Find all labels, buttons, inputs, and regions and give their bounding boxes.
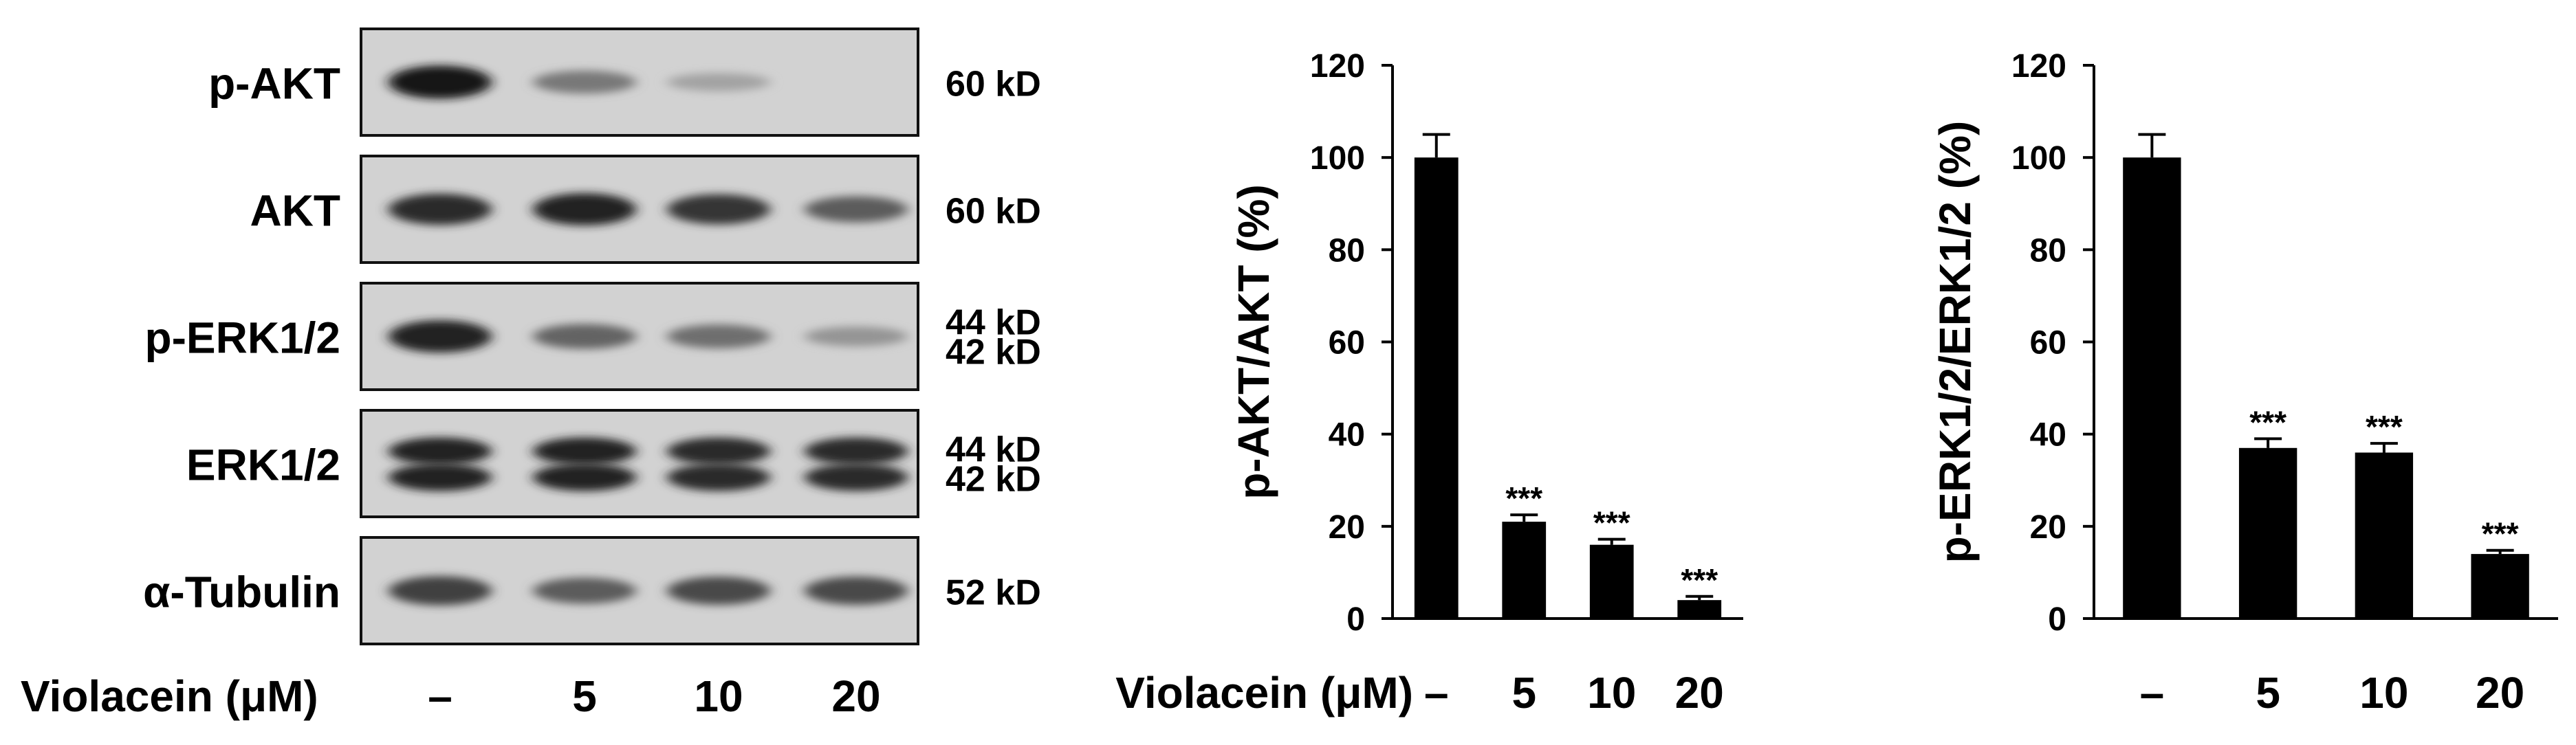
protein-band (389, 437, 492, 465)
size-marker: 44 kD (946, 430, 1041, 470)
protein-band (389, 320, 492, 353)
bar (1414, 157, 1459, 619)
blot-row-label: p-AKT (208, 59, 340, 109)
y-tick-label: 20 (1329, 509, 1365, 546)
blot-row-label: ERK1/2 (186, 441, 340, 490)
protein-band (533, 193, 636, 225)
protein-band (667, 194, 770, 225)
bar (2238, 447, 2297, 619)
blot-row-label: α-Tubulin (143, 568, 340, 617)
size-marker: 60 kD (946, 192, 1041, 232)
x-tick-label: 20 (1675, 668, 1724, 718)
blot-row-2: AKT 60 kD (250, 155, 1041, 264)
protein-band (667, 577, 770, 605)
protein-band (389, 463, 492, 491)
significance-marker: *** (2482, 516, 2519, 552)
significance-marker: *** (2249, 404, 2286, 440)
y-axis-label: p-ERK1/2/ERK1/2 (%) (1930, 121, 1980, 564)
protein-band (805, 463, 908, 491)
protein-band (667, 437, 770, 465)
treatment-label: Violacein (μM) (21, 671, 318, 721)
bar (1502, 522, 1547, 619)
y-tick-label: 40 (2030, 417, 2066, 454)
protein-band (533, 577, 636, 604)
protein-band (667, 324, 770, 348)
lane-label: – (428, 671, 452, 721)
blot-row-label: p-ERK1/2 (145, 313, 341, 363)
x-tick-label: 10 (1587, 668, 1636, 718)
y-tick-label: 80 (2030, 232, 2066, 269)
p-akt-bar-chart: 0 20 40 60 80 100 120 p-AKT/AKT (%) – *** 5 *** 10 **… (1115, 48, 1743, 718)
lane-label: 20 (831, 671, 880, 721)
bar (2471, 554, 2529, 619)
x-tick-label: 20 (2476, 668, 2524, 718)
size-marker: 44 kD (946, 303, 1041, 343)
protein-band (805, 577, 908, 605)
protein-band (533, 70, 636, 94)
y-tick-label: 60 (2030, 325, 2066, 362)
bar (1677, 600, 1722, 619)
significance-marker: *** (1593, 505, 1630, 541)
y-tick-label: 100 (2011, 140, 2066, 177)
significance-marker: *** (2366, 409, 2403, 445)
y-tick-label: 80 (1329, 232, 1365, 269)
bar (1589, 544, 1634, 619)
protein-band (805, 437, 908, 465)
x-tick-label: – (2140, 668, 2165, 718)
y-tick-label: 120 (2011, 48, 2066, 85)
lane-label: 10 (694, 671, 743, 721)
x-axis-label: Violacein (μM) (1115, 668, 1413, 718)
protein-band (667, 463, 770, 491)
protein-band (667, 73, 770, 91)
y-axis-label: p-AKT/AKT (%) (1229, 184, 1278, 500)
blot-row-5: α-Tubulin 52 kD (143, 536, 1041, 645)
y-tick-label: 120 (1310, 48, 1365, 85)
x-tick-label: – (1424, 668, 1449, 718)
y-tick-label: 40 (1329, 417, 1365, 454)
protein-band (389, 576, 492, 605)
x-tick-label: 5 (1511, 668, 1536, 718)
protein-band (389, 65, 492, 99)
y-tick-label: 60 (1329, 325, 1365, 362)
size-marker: 42 kD (946, 333, 1041, 372)
size-marker: 60 kD (946, 65, 1041, 104)
x-tick-label: 10 (2359, 668, 2408, 718)
p-erk-bar-chart: 0 20 40 60 80 100 120 p-ERK1/2/ERK1/2 (%) – *** 5 *… (1930, 48, 2558, 718)
size-marker: 42 kD (946, 460, 1041, 500)
significance-marker: *** (1505, 480, 1542, 516)
lane-label: 5 (572, 671, 597, 721)
protein-band (389, 193, 492, 225)
protein-band (805, 326, 908, 346)
significance-marker: *** (1681, 562, 1718, 598)
bar (2123, 157, 2181, 619)
y-tick-label: 20 (2030, 509, 2066, 546)
protein-band (533, 463, 636, 491)
bar (2355, 452, 2414, 619)
size-marker: 52 kD (946, 573, 1041, 613)
blot-row-1: p-AKT 60 kD (208, 27, 1041, 137)
protein-band (805, 196, 908, 223)
y-tick-label: 100 (1310, 140, 1365, 177)
y-tick-label: 0 (1346, 601, 1365, 638)
blot-row-label: AKT (250, 186, 340, 236)
protein-band (533, 324, 636, 349)
y-tick-label: 0 (2048, 601, 2066, 638)
x-tick-label: 5 (2256, 668, 2280, 718)
protein-band (533, 437, 636, 465)
